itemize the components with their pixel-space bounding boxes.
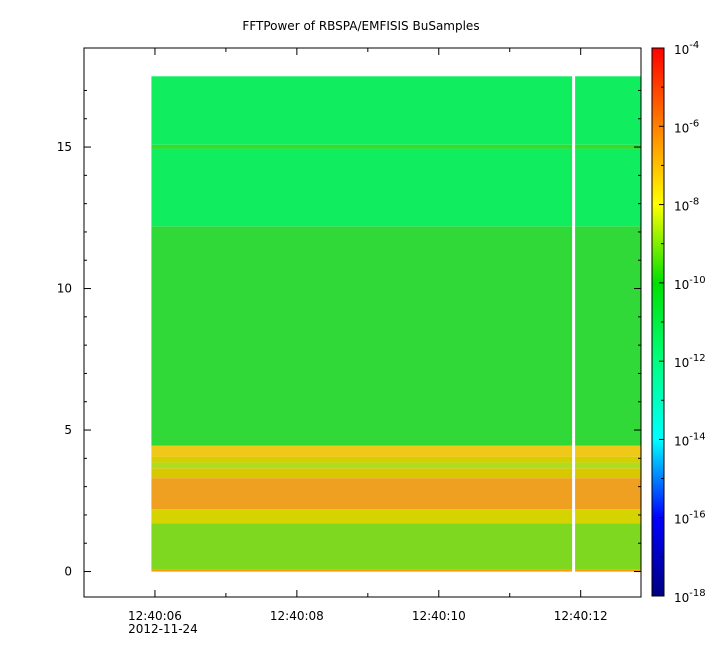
x-tick-label: 12:40:06 <box>128 609 182 623</box>
colorbar-tick-label: 10-6 <box>674 118 699 135</box>
heatmap-band <box>151 226 641 446</box>
heatmap-band <box>151 523 641 570</box>
data-gap <box>572 75 576 573</box>
heatmap-band <box>151 468 641 479</box>
x-tick-label: 12:40:10 <box>412 609 466 623</box>
heatmap-band <box>151 76 641 145</box>
chart-title: FFTPower of RBSPA/EMFISIS BuSamples <box>242 19 479 33</box>
heatmap-band <box>151 445 641 457</box>
y-tick-label: 10 <box>57 282 72 296</box>
colorbar-tick-label: 10-4 <box>674 40 699 57</box>
y-tick-label: 15 <box>57 140 72 154</box>
colorbar-tick-label: 10-16 <box>674 510 706 527</box>
colorbar-tick-label: 10-18 <box>674 588 706 605</box>
x-tick-label: 12:40:12 <box>554 609 608 623</box>
plot-frame <box>83 47 642 598</box>
plot-area <box>83 47 642 598</box>
colorbar-tick-label: 10-10 <box>674 275 706 292</box>
x-tick-date-label: 2012-11-24 <box>128 622 198 636</box>
y-tick-label: 0 <box>64 565 72 579</box>
heatmap-band <box>151 456 641 463</box>
colorbar-tick-label: 10-8 <box>674 197 699 214</box>
x-tick-label: 12:40:08 <box>270 609 324 623</box>
heatmap-band <box>151 569 641 572</box>
heatmap-band <box>151 144 641 149</box>
heatmap-band <box>151 462 641 469</box>
colorbar-tick-label: 10-12 <box>674 353 706 370</box>
heatmap-image <box>151 76 641 572</box>
heatmap-band <box>151 509 641 524</box>
colorbar: 10-18 10-16 10-14 10-12 10-10 10-8 10-6 10-4 <box>651 40 706 605</box>
y-tick-label: 5 <box>64 423 72 437</box>
colorbar-tick-label: 10-14 <box>674 431 706 448</box>
colorbar-ticks: 10-18 10-16 10-14 10-12 10-10 10-8 10-6 10-4 <box>659 40 706 605</box>
heatmap-band <box>151 478 641 510</box>
y-axis: 0 5 10 15 <box>57 89 641 579</box>
heatmap-band <box>151 148 641 227</box>
